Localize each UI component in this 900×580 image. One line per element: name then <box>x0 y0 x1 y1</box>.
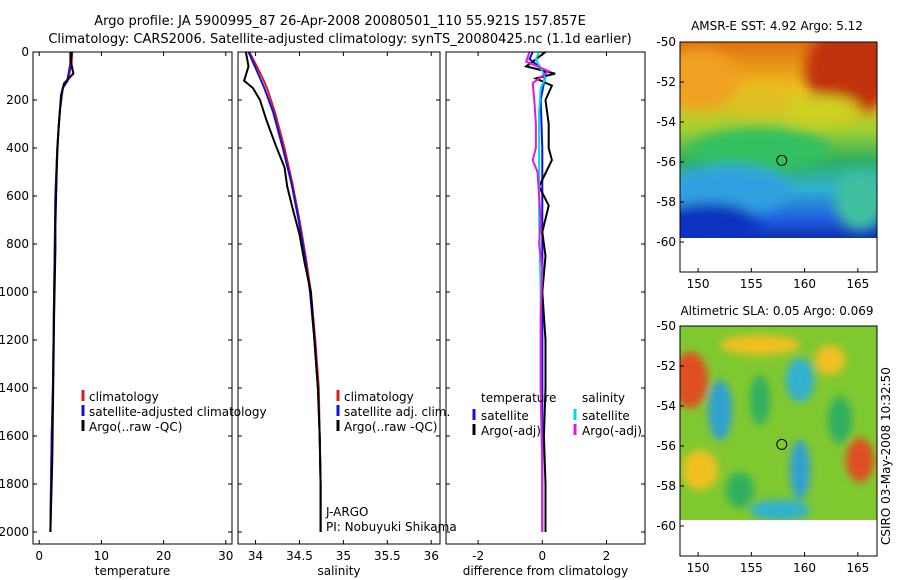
legend-label: satellite adj. clim. <box>344 405 450 419</box>
plot-frame <box>445 51 646 545</box>
x-tick-label: 160 <box>793 277 816 291</box>
y-tick-label: -58 <box>656 479 676 493</box>
y-tick-label: 2000 <box>0 525 29 539</box>
float-position-marker <box>776 154 788 166</box>
map-frame <box>679 41 878 273</box>
y-tick-label: 1200 <box>0 333 29 347</box>
series-line-1 <box>49 52 72 533</box>
x-tick-label: 35 <box>336 549 351 563</box>
y-tick-label: -60 <box>656 519 676 533</box>
y-tick-label: 800 <box>6 237 29 251</box>
legend-label: Argo(..raw -QC) <box>344 420 437 434</box>
plot-frame <box>32 51 233 545</box>
y-tick-label: -60 <box>656 235 676 249</box>
annotation-text: J-ARGO <box>325 505 368 519</box>
sla-heatmap <box>680 326 877 520</box>
x-tick-label: 20 <box>156 549 171 563</box>
x-tick-label: 150 <box>687 277 710 291</box>
series-line-2 <box>49 51 75 533</box>
legend-label: Argo(-adj) <box>481 424 541 438</box>
y-tick-label: 1400 <box>0 381 29 395</box>
series-line-1 <box>247 51 322 532</box>
title-line1: Argo profile: JA 5900995_87 26-Apr-2008 … <box>94 14 586 29</box>
x-tick-label: 36 <box>424 549 439 563</box>
legend-label: satellite-adjusted climatology <box>89 405 267 419</box>
plot-frame <box>237 51 441 545</box>
y-tick-label: 0 <box>21 45 29 59</box>
x-tick-label: 2 <box>603 549 611 563</box>
x-axis-label: difference from climatology <box>463 564 629 578</box>
y-tick-label: 1000 <box>0 285 29 299</box>
legend-title-salinity: salinity <box>582 391 625 405</box>
legend-label: Argo(..raw -QC) <box>89 420 182 434</box>
float-position-marker <box>776 438 788 450</box>
legend-label: Argo(-adj) <box>582 424 642 438</box>
legend-title-temperature: temperature <box>481 391 556 405</box>
sst-heatmap <box>680 42 877 238</box>
x-tick-label: 155 <box>740 277 763 291</box>
y-tick-label: -54 <box>656 399 676 413</box>
legend-label: satellite <box>582 409 630 423</box>
y-tick-label: -58 <box>656 195 676 209</box>
series-line-2 <box>242 51 322 532</box>
x-axis-label: salinity <box>317 564 360 578</box>
x-tick-label: 150 <box>687 561 710 575</box>
y-tick-label: 600 <box>6 189 29 203</box>
y-tick-label: 400 <box>6 141 29 155</box>
sst-map-axes: 150 155 160 165 -50 -52 -54 -56 -58 -60 <box>656 35 878 291</box>
x-tick-label: 34 <box>248 549 263 563</box>
y-tick-label: -52 <box>656 359 676 373</box>
y-tick-label: 1600 <box>0 429 29 443</box>
legend-label: satellite <box>481 409 529 423</box>
y-tick-label: -54 <box>656 115 676 129</box>
x-tick-label: 0 <box>538 549 546 563</box>
sla-map-title: Altimetric SLA: 0.05 Argo: 0.069 <box>680 304 873 318</box>
map-frame <box>679 325 878 557</box>
y-tick-label: -50 <box>656 319 676 333</box>
y-tick-label: 200 <box>6 93 29 107</box>
y-tick-label: -56 <box>656 439 676 453</box>
x-tick-label: 35.5 <box>374 549 401 563</box>
x-axis-label: temperature <box>95 564 170 578</box>
x-tick-label: 165 <box>846 277 869 291</box>
temperature-panel: 0 10 20 30 temperature 0 200 400 600 800 1000 1200 1… <box>0 45 267 578</box>
x-tick-label: 165 <box>846 561 869 575</box>
annotation-text: PI: Nobuyuki Shikama <box>326 520 457 534</box>
legend-label: climatology <box>89 390 159 404</box>
title-line2: Climatology: CARS2006. Satellite-adjuste… <box>48 32 631 47</box>
x-tick-label: 155 <box>740 561 763 575</box>
x-tick-label: 30 <box>218 549 233 563</box>
side-label: CSIRO 03-May-2008 10:32:50 <box>879 367 893 545</box>
y-tick-label: 1800 <box>0 477 29 491</box>
y-tick-label: -52 <box>656 75 676 89</box>
series-line-3 <box>524 51 551 532</box>
y-tick-label: -56 <box>656 155 676 169</box>
x-tick-label: 34.5 <box>286 549 313 563</box>
salinity-panel: 34 34.5 35 35.5 36 salinity climatologysatelli… <box>237 51 457 578</box>
sla-map-axes: 150 155 160 165 -50 -52 -54 -56 -58 -60 <box>656 319 878 575</box>
x-tick-label: 10 <box>94 549 109 563</box>
x-tick-label: -2 <box>472 549 484 563</box>
x-tick-label: 160 <box>793 561 816 575</box>
legend-label: climatology <box>344 390 414 404</box>
sst-map-title: AMSR-E SST: 4.92 Argo: 5.12 <box>691 19 863 33</box>
y-tick-label: -50 <box>656 35 676 49</box>
x-tick-label: 0 <box>35 549 43 563</box>
